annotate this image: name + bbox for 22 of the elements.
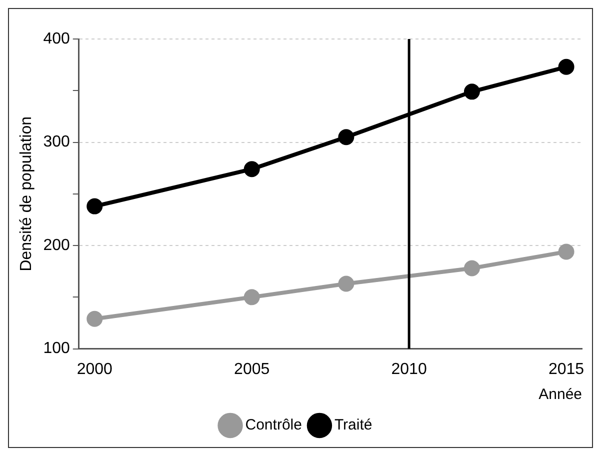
y-tick-label: 100 (43, 340, 70, 358)
point (338, 129, 354, 146)
point (464, 84, 480, 100)
x-tick-label: 2000 (76, 360, 113, 378)
x-axis-title: Année (538, 386, 582, 404)
x-tick-label: 2015 (548, 360, 584, 378)
x-tick-label: 2010 (391, 360, 427, 378)
point (86, 198, 103, 214)
y-tick-label: 300 (43, 134, 70, 151)
point (338, 276, 354, 292)
y-tick-label: 200 (43, 236, 70, 254)
y-tick-label: 400 (43, 30, 70, 48)
legend-label: Contrôle (245, 416, 302, 434)
legend-label: Traité (334, 416, 372, 434)
point (558, 58, 574, 75)
point (86, 310, 103, 327)
point (244, 289, 260, 306)
y-axis-title: Densité de population (18, 116, 36, 272)
x-tick-label: 2005 (234, 360, 270, 378)
point (464, 260, 480, 276)
point (244, 161, 260, 178)
point (558, 244, 574, 260)
